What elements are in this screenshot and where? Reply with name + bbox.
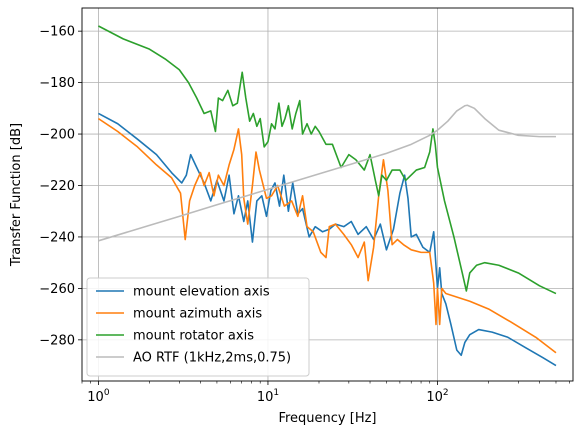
x-tick-label: 102: [426, 388, 448, 405]
series-line-3: [98, 25, 557, 295]
y-tick-label: −160: [39, 25, 75, 40]
y-tick-label: −260: [39, 282, 75, 297]
axes-frame: [81, 7, 574, 382]
legend-label-2: mount azimuth axis: [133, 307, 262, 322]
series-line-2: [97, 117, 557, 354]
x-tick-label: 101: [257, 388, 279, 405]
y-tick-label: −220: [39, 179, 75, 194]
series-line-4: [98, 104, 556, 242]
legend-box: [86, 277, 310, 377]
y-tick-label: −280: [39, 333, 75, 348]
legend-label-4: AO RTF (1kHz,2ms,0.75): [133, 351, 291, 366]
y-tick-label: −240: [39, 230, 75, 245]
legend-label-3: mount rotator axis: [133, 329, 254, 344]
legend-label-1: mount elevation axis: [133, 285, 270, 300]
axes-border: [81, 7, 574, 382]
axis-ticks: −280 −260 −240 −220 −200 −180 −160 100 101 102: [39, 25, 570, 405]
y-tick-label: −200: [39, 128, 75, 143]
y-tick-label: −180: [39, 76, 75, 91]
legend: mount elevation axis mount azimuth axis mo…: [86, 277, 310, 377]
x-axis-label: Frequency [Hz]: [278, 411, 376, 426]
x-tick-label: 100: [87, 388, 110, 405]
series-lines: [97, 25, 557, 367]
y-axis-label: Transfer Function [dB]: [9, 123, 24, 267]
